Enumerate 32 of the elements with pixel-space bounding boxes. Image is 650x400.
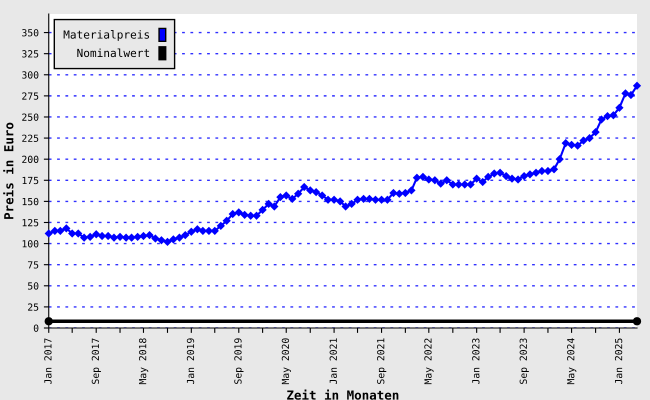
y-tick-label: 175 [22,176,38,184]
y-axis-title: Preis in Euro [3,122,14,219]
x-tick-label: May 2018 [138,338,148,384]
x-axis-title: Zeit in Monaten [287,389,398,400]
y-tick-label: 275 [22,92,38,100]
x-tick-label: Sep 2017 [92,338,101,384]
x-tick-label: Jan 2017 [44,338,52,384]
y-tick-label: 225 [22,134,38,142]
x-tick-label: Jan 2021 [330,338,337,384]
legend-label: Nominalwert [77,48,150,58]
legend-label: Materialpreis [64,30,150,41]
y-tick-label: 350 [22,29,38,36]
y-tick-label: 0 [34,324,38,332]
x-tick-label: Jan 2019 [186,338,194,384]
y-tick-label: 200 [22,156,38,164]
x-tick-label: May 2020 [282,338,291,384]
x-tick-label: Sep 2023 [520,338,529,384]
x-tick-label: Jan 2023 [472,338,480,384]
y-tick-label: 300 [22,71,38,79]
y-tick-label: 150 [22,198,38,206]
x-tick-label: Jan 2025 [614,338,622,384]
x-tick-label: Sep 2021 [377,338,386,384]
y-tick-label: 25 [28,303,38,311]
x-tick-label: May 2022 [424,338,434,384]
y-tick-label: 125 [22,218,38,226]
y-tick-label: 75 [28,261,38,269]
x-tick-label: May 2024 [567,338,576,384]
y-tick-label: 100 [22,240,38,248]
y-tick-label: 325 [22,50,38,58]
x-tick-label: Sep 2019 [234,338,244,384]
y-tick-label: 250 [22,113,38,121]
y-tick-label: 50 [28,282,38,290]
